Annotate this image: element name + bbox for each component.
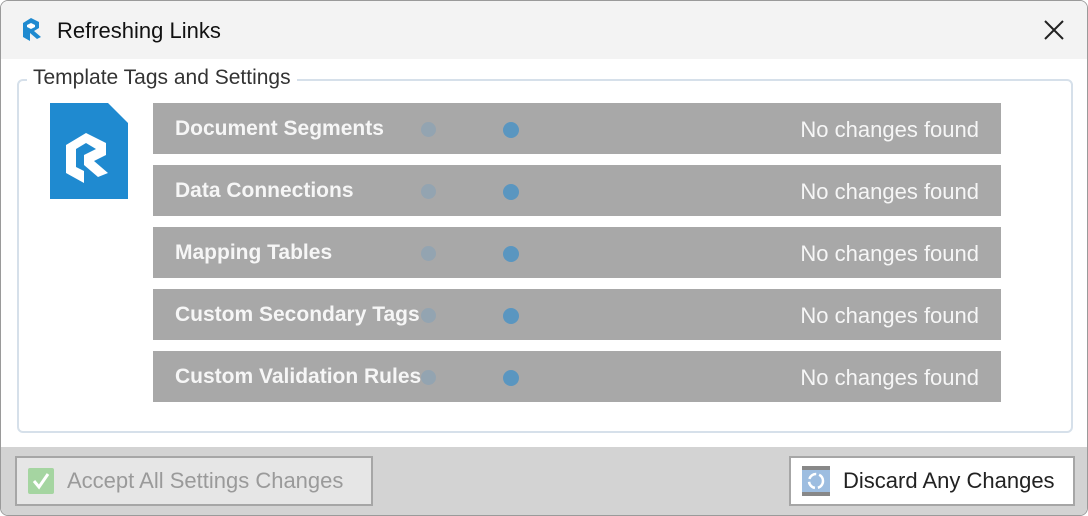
row-label: Custom Secondary Tags: [175, 303, 420, 326]
status-dot-icon: [421, 184, 436, 199]
row-custom-secondary-tags: Custom Secondary Tags No changes found: [153, 289, 1001, 340]
row-custom-validation-rules: Custom Validation Rules No changes found: [153, 351, 1001, 402]
status-dot-icon: [503, 246, 519, 262]
accept-all-button[interactable]: Accept All Settings Changes: [15, 456, 373, 506]
row-mapping-tables: Mapping Tables No changes found: [153, 227, 1001, 278]
row-label: Mapping Tables: [175, 241, 333, 264]
accept-all-label: Accept All Settings Changes: [67, 468, 344, 493]
discard-changes-label: Discard Any Changes: [843, 468, 1055, 493]
document-logo-icon: [50, 103, 128, 199]
row-status: No changes found: [800, 179, 979, 204]
recycle-icon: [802, 466, 830, 496]
status-dot-icon: [421, 370, 436, 385]
status-dot-icon: [503, 122, 519, 138]
status-dot-icon: [503, 184, 519, 200]
row-status: No changes found: [800, 365, 979, 390]
row-status: No changes found: [800, 117, 979, 142]
template-tags-group: [17, 79, 1073, 433]
row-document-segments: Document Segments No changes found: [153, 103, 1001, 154]
app-logo-icon: [23, 18, 41, 41]
row-label: Document Segments: [175, 117, 384, 140]
row-status: No changes found: [800, 303, 979, 328]
row-status: No changes found: [800, 241, 979, 266]
discard-changes-button[interactable]: Discard Any Changes: [789, 456, 1075, 506]
status-dot-icon: [503, 370, 519, 386]
title-bar: Refreshing Links: [1, 1, 1087, 59]
row-label: Custom Validation Rules: [175, 365, 422, 388]
checkmark-icon: [28, 468, 54, 494]
status-dot-icon: [421, 246, 436, 261]
status-dot-icon: [503, 308, 519, 324]
group-label: Template Tags and Settings: [27, 66, 297, 90]
close-icon[interactable]: [1041, 17, 1067, 43]
status-dot-icon: [421, 308, 436, 323]
row-data-connections: Data Connections No changes found: [153, 165, 1001, 216]
window-title: Refreshing Links: [57, 18, 221, 43]
row-label: Data Connections: [175, 179, 354, 202]
status-dot-icon: [421, 122, 436, 137]
